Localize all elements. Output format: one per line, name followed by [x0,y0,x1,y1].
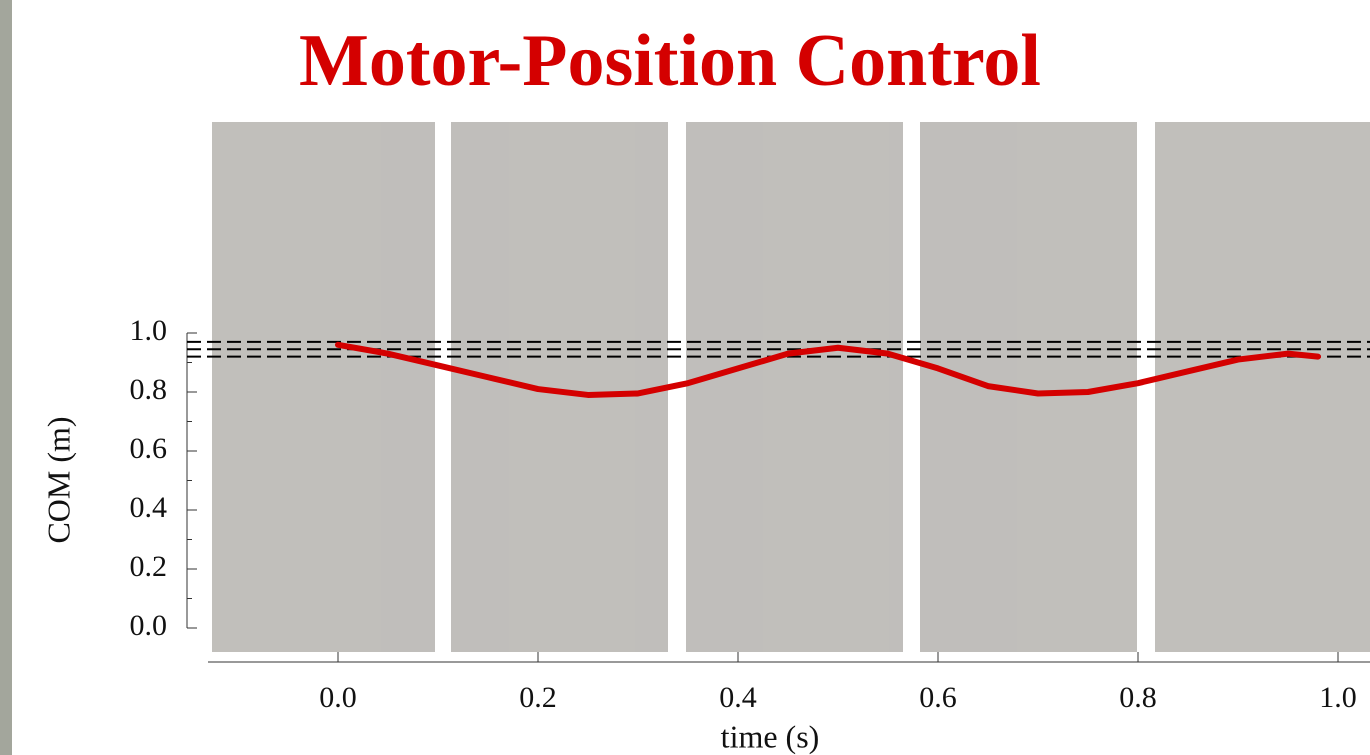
y-tick-label: 0.0 [130,609,168,642]
x-tick-label: 0.8 [1119,681,1157,714]
photo [212,122,435,652]
photo [451,122,668,652]
photo [1155,122,1370,652]
x-tick-label: 0.2 [519,681,557,714]
x-tick-label: 1.0 [1319,681,1357,714]
x-tick-label: 0.4 [719,681,757,714]
photo [686,122,903,652]
y-tick-label: 0.4 [130,491,168,524]
photo-strip [212,122,1370,652]
x-tick-label: 0.6 [919,681,957,714]
y-tick-label: 0.2 [130,550,168,583]
chart-title: Motor-Position Control [299,20,1041,102]
chart: Motor-Position Control COM (m) time (s) … [0,0,1370,755]
y-tick-label: 1.0 [130,314,168,347]
y-axis-label: COM (m) [40,416,76,543]
y-tick-label: 0.8 [130,373,168,406]
y-tick-label: 0.6 [130,432,168,465]
left-border [0,0,12,755]
x-tick-label: 0.0 [319,681,357,714]
x-axis-label: time (s) [721,718,820,754]
